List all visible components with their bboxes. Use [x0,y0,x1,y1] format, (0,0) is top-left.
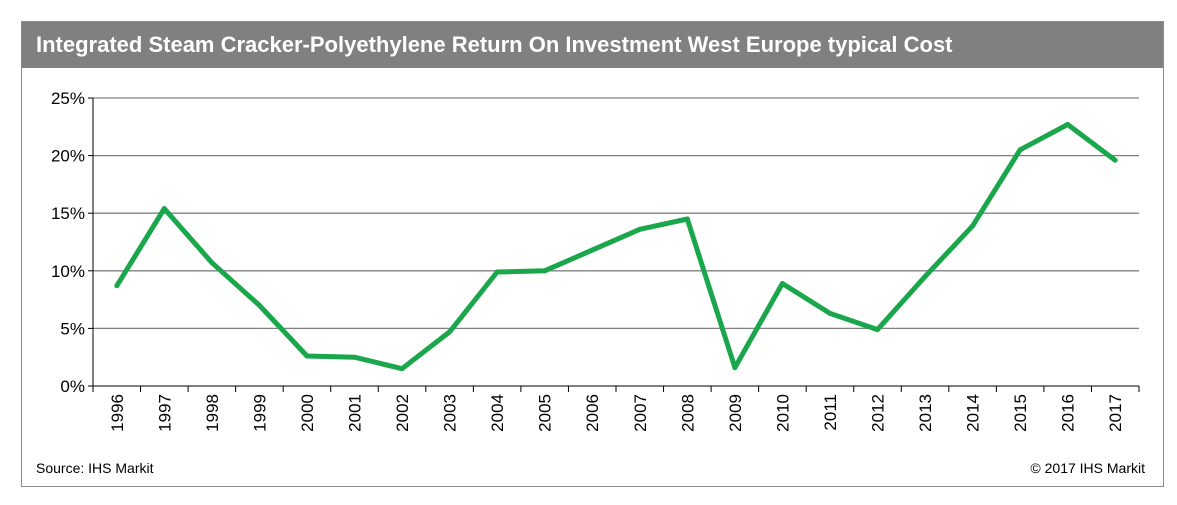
source-note: Source: IHS Markit [36,460,154,476]
data-point [1112,157,1118,163]
y-tick-label: 20% [51,147,85,166]
x-tick-label: 2014 [964,394,983,432]
x-tick-label: 2009 [726,394,745,432]
data-point [1065,121,1071,127]
data-point [732,365,738,371]
line-chart: 0% 5% 10% 15% 20% 25% 1996 1997 1998 1999 2000 2001… [51,89,1140,432]
x-tick-label: 2008 [678,394,697,432]
data-point [161,206,167,212]
x-tick-label: 2001 [346,394,365,432]
x-tick-label: 2012 [869,394,888,432]
series-line [114,122,1117,372]
x-tick-label: 2015 [1011,394,1030,432]
data-point [209,260,215,266]
x-tick-label: 2007 [631,394,650,432]
y-tick-label: 10% [51,262,85,281]
data-point [922,274,928,280]
y-tick-label: 0% [60,377,85,396]
data-point [970,223,976,229]
data-point [542,268,548,274]
data-point [637,226,643,232]
data-point [1017,147,1023,153]
data-point [589,247,595,253]
data-point [684,216,690,222]
x-tick-label: 2006 [583,394,602,432]
x-tick-label: 1997 [155,394,174,432]
x-tick-label: 2013 [916,394,935,432]
data-point [399,366,405,372]
y-tick-label: 15% [51,204,85,223]
x-tick-label: 2016 [1059,394,1078,432]
data-point [256,302,262,308]
data-point [827,310,833,316]
y-tick-label: 5% [60,319,85,338]
data-point [114,283,120,289]
x-tick-label: 2003 [441,394,460,432]
x-tick-label: 2010 [773,394,792,432]
x-tick-label: 2011 [821,394,840,431]
chart-frame: Integrated Steam Cracker-Polyethylene Re… [21,21,1164,487]
data-point [779,280,785,286]
y-tick-label: 25% [51,89,85,108]
x-tick-label: 2017 [1106,394,1125,432]
x-tick-label: 2000 [298,394,317,432]
copyright-note: © 2017 IHS Markit [1030,460,1145,476]
data-point [304,353,310,359]
x-tick-label: 2002 [393,394,412,432]
chart-title: Integrated Steam Cracker-Polyethylene Re… [22,22,1163,68]
x-tick-label: 2005 [536,394,555,432]
x-tick-label: 2004 [488,394,507,432]
data-point [447,329,453,335]
data-point [875,327,880,333]
x-tick-label: 1998 [203,394,222,432]
data-point [352,354,357,360]
x-tick-label: 1996 [108,394,127,432]
data-point [494,269,500,275]
x-tick-label: 1999 [250,394,269,432]
